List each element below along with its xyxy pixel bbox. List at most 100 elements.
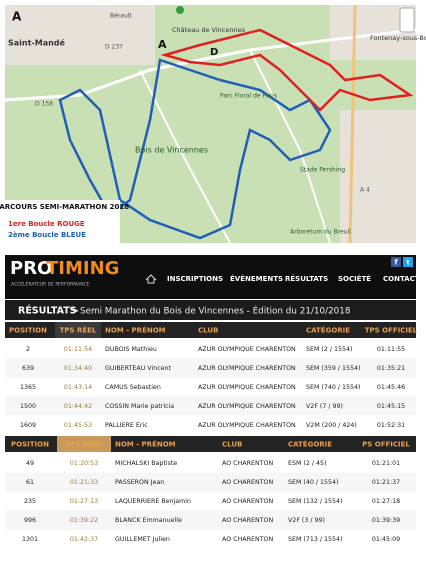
table-cell: 01:27:18	[372, 498, 400, 505]
table-cell: AZUR OLYMPIQUE CHARENTON	[198, 365, 296, 372]
social-letter[interactable]: f	[394, 259, 398, 267]
table-cell: AZUR OLYMPIQUE CHARENTON	[198, 346, 296, 353]
table-cell: BLANCK Emmanuelle	[115, 517, 182, 524]
map-label: Parc Floral de Paris	[220, 93, 277, 100]
table-cell: 01:52:31	[377, 422, 405, 429]
table-cell: 01:20:53	[70, 460, 98, 467]
legend-title: PARCOURS SEMI-MARATHON 2018	[0, 203, 129, 211]
table-cell: 01:44:42	[64, 403, 92, 410]
map-label: Bois de Vincennes	[135, 146, 208, 155]
table-cell: 01:21:01	[372, 460, 400, 467]
table-cell: 235	[24, 498, 36, 505]
table-row[interactable]	[5, 339, 416, 359]
table-cell: 996	[24, 517, 36, 524]
table-cell: 1609	[20, 422, 36, 429]
route-loop2	[58, 58, 332, 240]
table-cell: PASSERON Jean	[115, 479, 164, 486]
social-icon[interactable]	[391, 257, 401, 267]
road	[249, 49, 331, 244]
column-header: POSITION	[11, 441, 49, 449]
table-cell: 01:21:37	[372, 479, 400, 486]
map-label: A	[158, 38, 167, 51]
table-cell: MICHALSKI Baptiste	[115, 460, 177, 467]
table-cell: DUBOIS Mathieu	[105, 346, 157, 353]
table-cell: 01:45:15	[377, 403, 405, 410]
urban	[5, 5, 155, 65]
table-cell: 2	[26, 346, 30, 353]
table-cell: SEM (2 / 1554)	[306, 346, 352, 353]
results-label: RÉSULTATS	[18, 305, 77, 317]
table-cell: SEM (713 / 1554)	[288, 536, 343, 543]
table-cell: 1365	[20, 384, 36, 391]
table-cell: 01:27:13	[70, 498, 98, 505]
table-cell: V2F (3 / 99)	[288, 517, 325, 524]
table-cell: SEM (359 / 1554)	[306, 365, 361, 372]
table-row[interactable]	[5, 396, 416, 416]
map-label: A	[12, 10, 22, 24]
legend-loop2: 2ème Boucle BLEUE	[8, 231, 86, 239]
nav-link[interactable]: ÉVÉNEMENTS	[230, 274, 283, 283]
table-row[interactable]	[5, 491, 416, 511]
social-letter[interactable]: t	[406, 259, 410, 267]
column-header: POSITION	[9, 327, 47, 335]
table-cell: PALLIERE Eric	[105, 422, 148, 429]
table-cell: COSSIN Marie patricia	[105, 403, 174, 410]
legend-loop1: 1ere Boucle ROUGE	[8, 220, 85, 228]
legend-box	[5, 200, 120, 243]
table-row[interactable]	[5, 358, 416, 378]
social-icon[interactable]	[403, 257, 413, 267]
column-header: NOM - PRÉNOM	[115, 440, 176, 449]
table-cell: 1301	[22, 536, 38, 543]
map-control[interactable]	[399, 7, 415, 33]
route-loop1	[160, 28, 414, 112]
table-cell: 01:35:21	[377, 365, 405, 372]
table-cell: GUIBERTEAU Vincent	[105, 365, 172, 372]
table-cell: SEM (40 / 1554)	[288, 479, 339, 486]
column-header: CATÉGORIE	[288, 440, 332, 449]
home-icon[interactable]	[145, 274, 157, 284]
map-label: Fontenay-sous-Bois	[370, 34, 426, 42]
table-row[interactable]	[5, 529, 416, 549]
table-cell: AZUR OLYMPIQUE CHARENTON	[198, 384, 296, 391]
table-cell: AO CHARENTON	[222, 536, 273, 543]
column-header: CLUB	[222, 441, 242, 449]
nav-link[interactable]: CONTACT	[383, 275, 420, 283]
table-cell: 01:34:40	[64, 365, 92, 372]
column-header: TPS RÉEL	[60, 326, 97, 335]
table-cell: V2F (7 / 99)	[306, 403, 343, 410]
results-bar	[5, 300, 416, 320]
table-cell: 01:21:33	[70, 479, 98, 486]
table-cell: 01:45:09	[372, 536, 400, 543]
column-header: CATÉGORIE	[306, 326, 350, 335]
table-cell: CAMUS Sebastien	[105, 384, 161, 391]
column-header: PS OFFICIEL	[362, 441, 410, 449]
table-cell: SEM (740 / 1554)	[306, 384, 361, 391]
table-cell: 1500	[20, 403, 36, 410]
table-cell: 01:45:46	[377, 384, 405, 391]
nav-link[interactable]: RÉSULTATS	[285, 274, 328, 283]
table-row[interactable]	[5, 377, 416, 397]
table-cell: 49	[26, 460, 34, 467]
table-row[interactable]	[5, 510, 416, 530]
table-cell: 01:42:37	[70, 536, 98, 543]
table-row[interactable]	[5, 472, 416, 492]
table-cell: 01:39:22	[70, 517, 98, 524]
nav-link[interactable]: INSCRIPTIONS	[167, 275, 223, 283]
table-cell: V2M (200 / 424)	[306, 422, 357, 429]
table-cell: AO CHARENTON	[222, 460, 273, 467]
table-cell: ESM (2 / 45)	[288, 460, 326, 467]
table-cell: 01:11:54	[64, 346, 92, 353]
column-header: NOM - PRÉNOM	[105, 326, 166, 335]
logo-pro: PRO	[10, 258, 52, 279]
map-label: Stade Pershing	[300, 167, 345, 174]
table-header	[5, 322, 416, 338]
table-cell: 01:11:55	[377, 346, 405, 353]
table-cell: SEM (132 / 1554)	[288, 498, 343, 505]
nav-link[interactable]: SOCIÉTÉ	[338, 274, 371, 283]
table-row[interactable]	[5, 415, 416, 435]
results-title: Semi Marathon du Bois de Vincennes - Édi…	[80, 305, 350, 317]
table-cell: 01:39:39	[372, 517, 400, 524]
table-row[interactable]	[5, 453, 416, 473]
map-pin	[176, 6, 184, 14]
